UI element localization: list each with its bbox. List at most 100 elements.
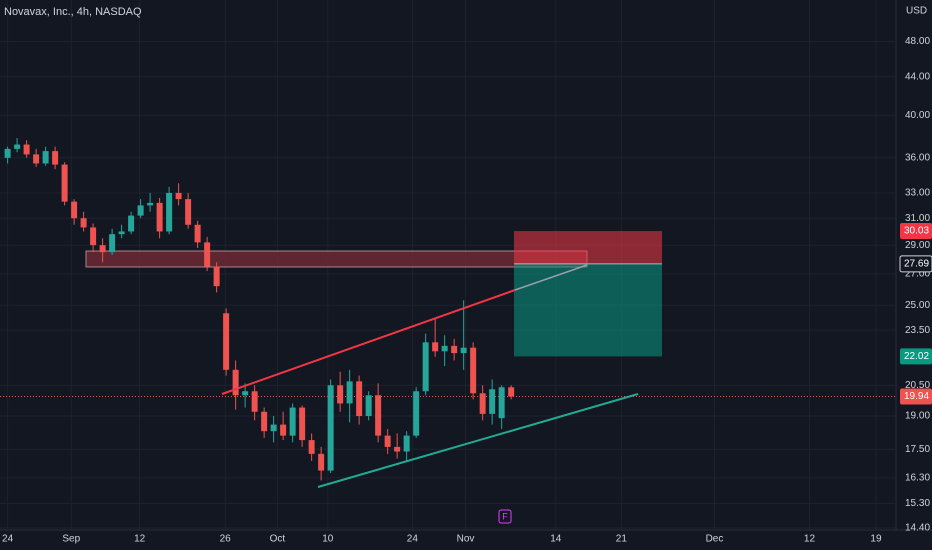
event-marker[interactable]: F <box>502 511 508 521</box>
candle-body <box>251 391 258 412</box>
price-label: 27.69 <box>904 258 929 269</box>
candle-body <box>460 347 467 354</box>
candle-body <box>384 435 391 447</box>
candle-body <box>337 385 344 404</box>
chart-title: Novavax, Inc., 4h, NASDAQ <box>4 6 142 18</box>
position-tool <box>514 231 662 357</box>
candle-body <box>489 389 496 414</box>
candle-body <box>318 453 325 471</box>
y-tick-label: 15.30 <box>905 498 930 509</box>
x-tick-label: Sep <box>62 534 80 545</box>
upper-trend-extension <box>514 264 588 291</box>
price-label-box <box>900 223 932 240</box>
candle-body <box>90 227 97 246</box>
candle-body <box>289 407 296 436</box>
y-tick-label: 25.00 <box>905 300 930 311</box>
candle-body <box>52 151 59 165</box>
y-tick-label: 40.00 <box>905 110 930 121</box>
candle-body <box>451 345 458 354</box>
candle-body <box>175 192 182 200</box>
candle-body <box>80 218 87 228</box>
x-tick-label: 24 <box>2 534 14 545</box>
support-trend-line <box>317 393 639 488</box>
candle-body <box>118 231 125 235</box>
candle-body <box>346 381 353 404</box>
candle-body <box>137 205 144 216</box>
price-label-box <box>899 255 932 273</box>
candle-body <box>394 446 401 452</box>
y-tick-label: 33.00 <box>905 188 930 199</box>
candles <box>4 138 515 481</box>
candle-body <box>479 393 486 414</box>
x-tick-label: 12 <box>134 534 146 545</box>
upper-trend-line <box>221 289 516 395</box>
candle-body <box>232 369 239 396</box>
candle-body <box>470 347 477 394</box>
candle-body <box>128 215 135 232</box>
target-zone <box>514 263 662 357</box>
x-tick-label: 24 <box>407 534 419 545</box>
y-tick-label: 48.00 <box>905 36 930 47</box>
candle-body <box>403 435 410 452</box>
resistance-zone <box>85 250 588 268</box>
y-tick-label: 16.30 <box>905 473 930 484</box>
x-tick-label: 26 <box>220 534 232 545</box>
candle-body <box>356 381 363 416</box>
candle-body <box>413 391 420 436</box>
y-tick-label: 17.50 <box>905 444 930 455</box>
x-tick-label: Nov <box>457 534 475 545</box>
event-marker-box[interactable] <box>498 509 512 524</box>
y-tick-label: 20.50 <box>905 380 930 391</box>
price-label: 30.03 <box>904 226 929 237</box>
stop-zone <box>514 231 662 264</box>
candle-body <box>308 440 315 454</box>
candle-body <box>280 424 287 436</box>
candle-body <box>422 342 429 392</box>
candle-body <box>327 385 334 471</box>
candle-body <box>441 345 448 352</box>
candle-body <box>432 342 439 352</box>
candle-body <box>194 224 201 243</box>
y-tick-label: 19.00 <box>905 411 930 422</box>
y-tick-label: 14.40 <box>905 523 930 534</box>
price-labels: 48.00 44.00 40.00 36.00 33.00 31.00 29.00 27.00… <box>2 36 932 545</box>
candle-body <box>33 154 40 164</box>
candle-body <box>185 199 192 225</box>
y-tick-label: 23.50 <box>905 325 930 336</box>
candle-body <box>365 395 372 416</box>
x-tick-label: 10 <box>322 534 334 545</box>
candle-body <box>242 391 249 396</box>
y-tick-label: 27.00 <box>905 269 930 280</box>
currency-label: USD <box>906 6 927 17</box>
candle-body <box>223 313 230 370</box>
candle-body <box>375 395 382 436</box>
candle-body <box>498 387 505 419</box>
price-label: 22.02 <box>904 351 929 362</box>
candle-body <box>42 151 49 164</box>
y-tick-label: 44.00 <box>905 71 930 82</box>
candle-body <box>14 144 21 149</box>
candle-body <box>99 245 106 253</box>
candle-body <box>270 424 277 432</box>
price-label-box <box>900 348 932 365</box>
candle-body <box>61 164 68 202</box>
candle-body <box>156 202 163 232</box>
x-tick-label: 21 <box>616 534 628 545</box>
y-tick-label: 29.00 <box>905 240 930 251</box>
candle-body <box>299 407 306 441</box>
candle-body <box>261 411 268 432</box>
x-tick-label: 19 <box>870 534 882 545</box>
candle-body <box>166 192 173 232</box>
price-label: 19.94 <box>904 391 929 402</box>
y-tick-label: 36.00 <box>905 152 930 163</box>
candle-body <box>204 242 211 267</box>
x-tick-label: Oct <box>270 534 286 545</box>
candle-body <box>71 201 78 219</box>
x-tick-label: 14 <box>550 534 562 545</box>
candle-body <box>4 148 11 158</box>
candle-body <box>213 266 220 287</box>
x-tick-label: Dec <box>706 534 724 545</box>
y-tick-label: 31.00 <box>905 213 930 224</box>
candle-body <box>508 387 515 397</box>
